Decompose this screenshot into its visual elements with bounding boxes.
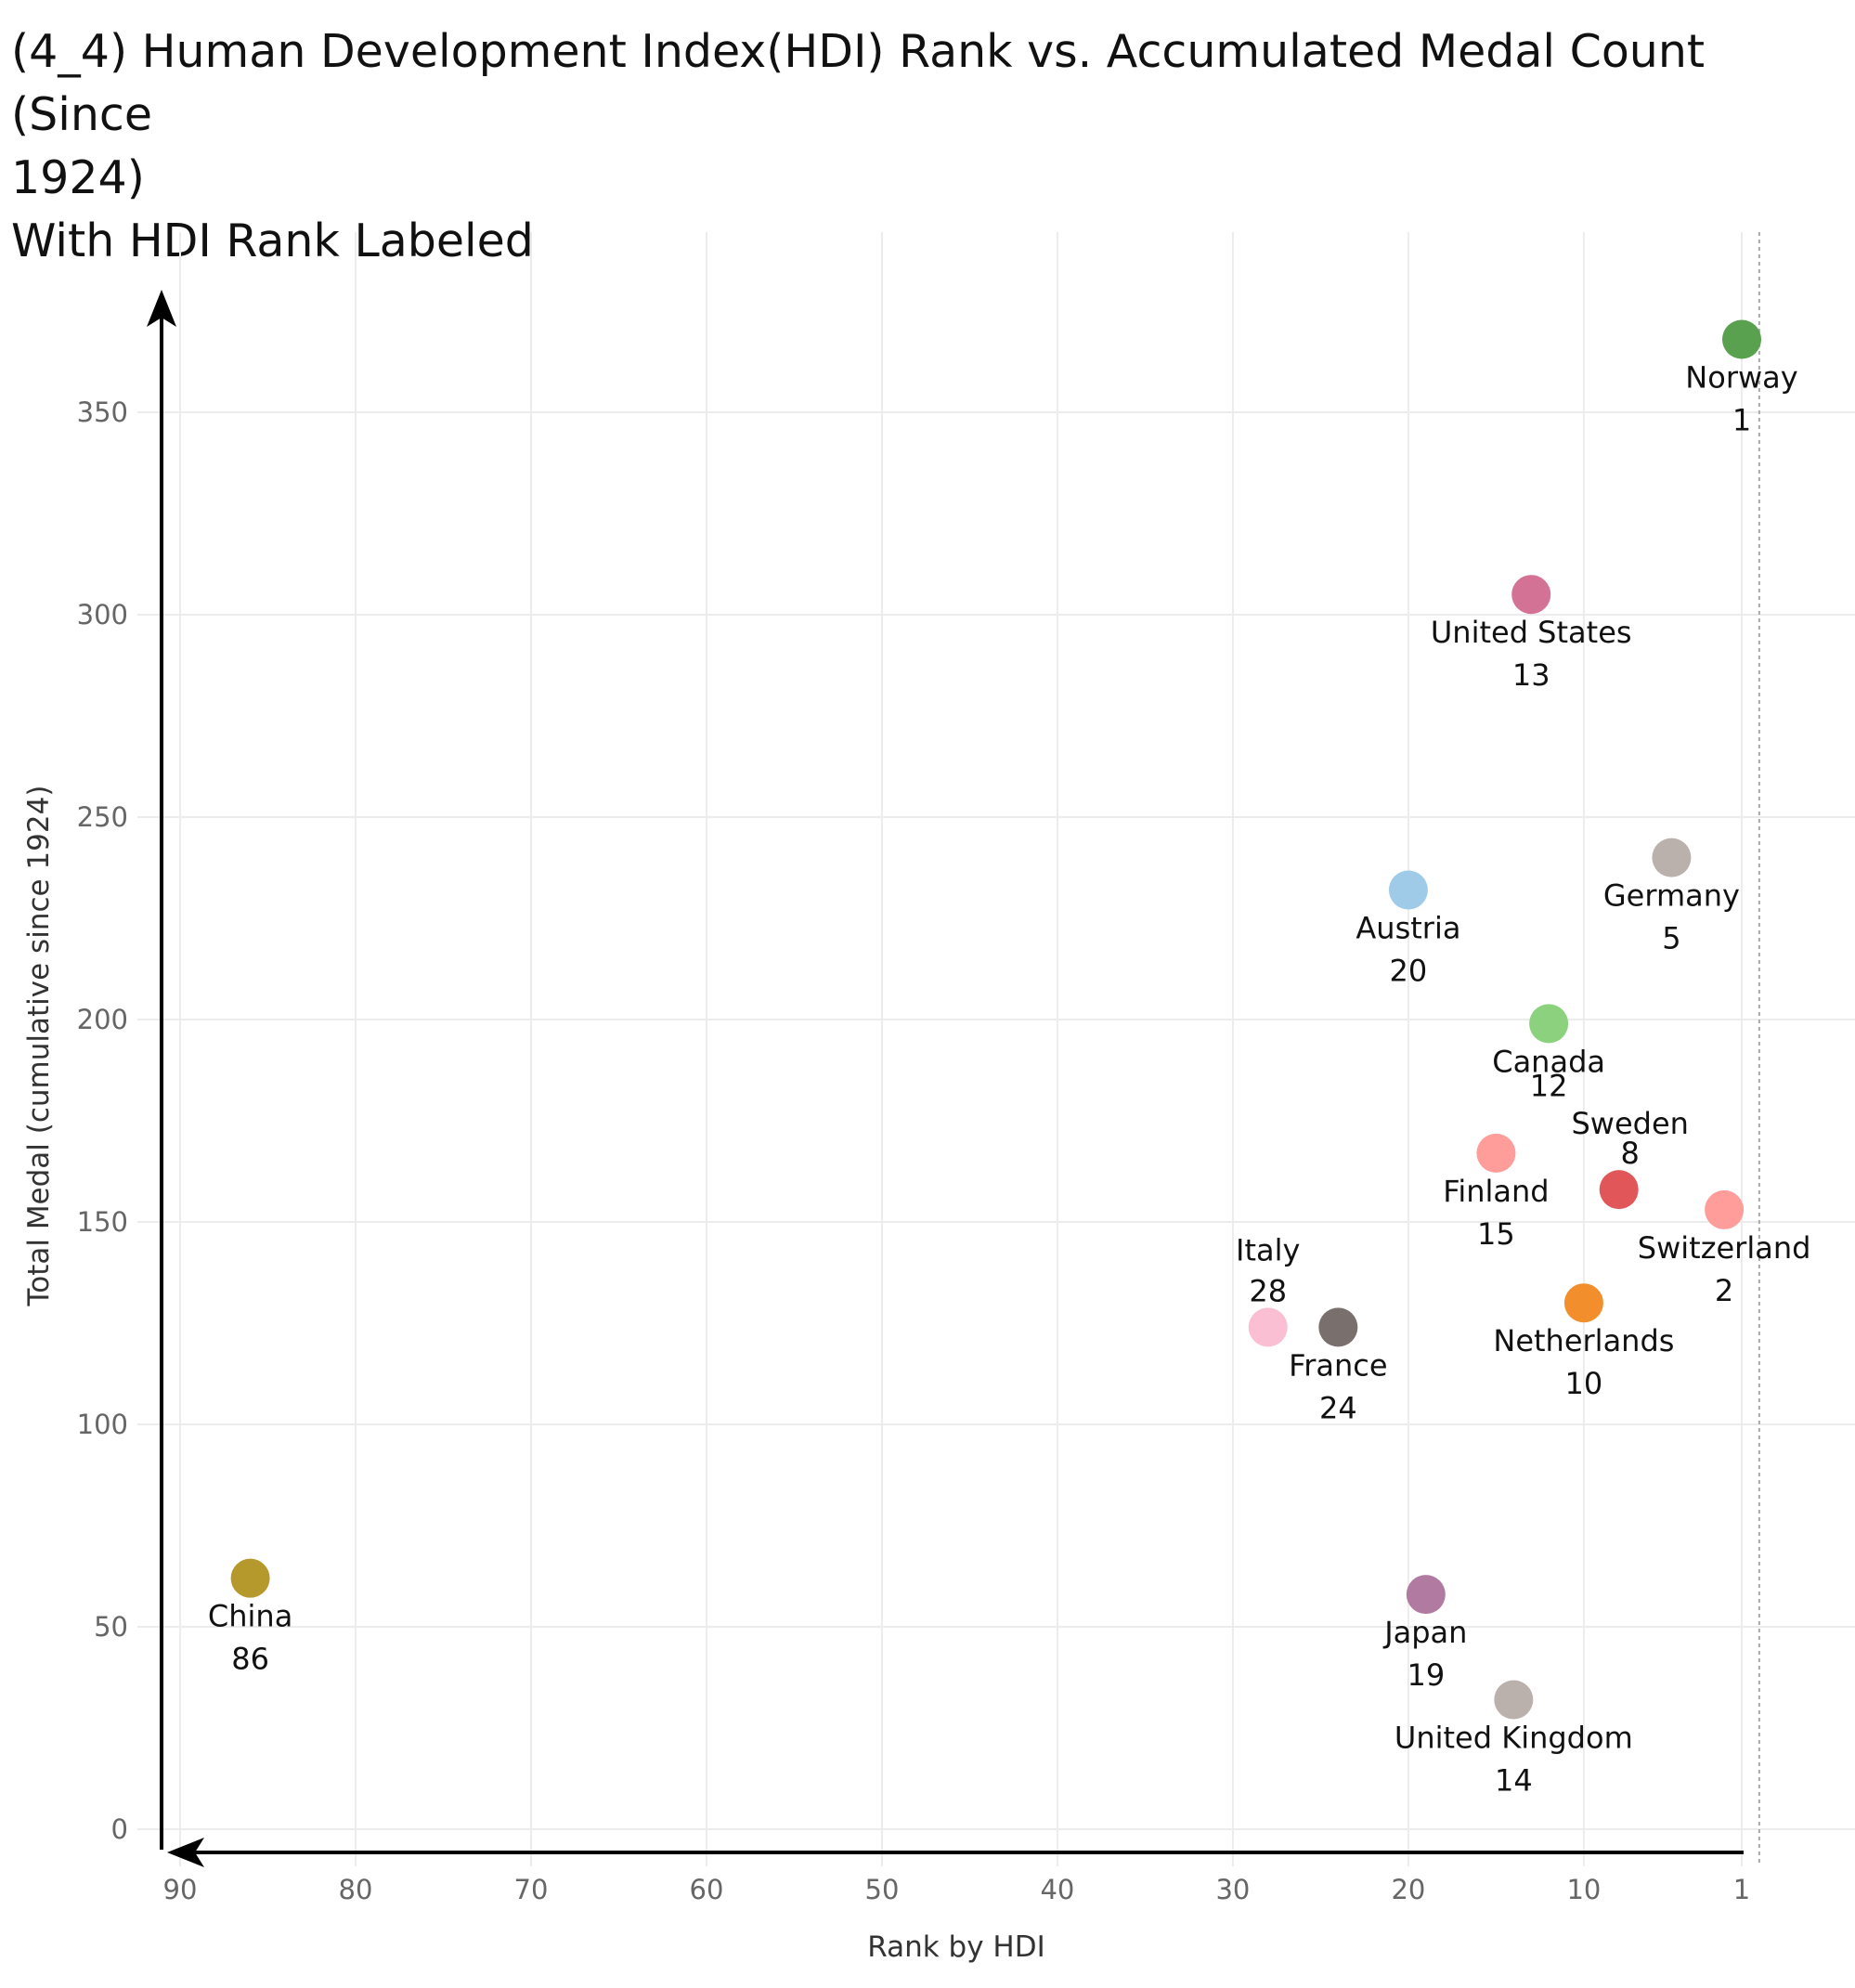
chart-title-line-2: 1924) [11,151,145,204]
chart-title-line-3: With HDI Rank Labeled [11,214,534,267]
point-labels: Norway 1 United States 13 Germany 5 Austria 20 C… [208,360,1811,1799]
y-tick-label: 50 [94,1611,128,1643]
data-points [230,319,1761,1720]
data-point-japan [1406,1575,1446,1615]
y-axis-arrow [147,290,176,327]
data-point-sweden [1599,1170,1639,1210]
point-country-label: Italy [1236,1232,1300,1267]
data-point-united-kingdom [1494,1680,1534,1720]
point-rank-label: 15 [1477,1216,1515,1252]
point-country-label: Switzerland [1638,1230,1811,1266]
y-tick-label: 150 [77,1206,128,1238]
y-axis-label: Total Medal (cumulative since 1924) [22,786,56,1307]
axes [147,290,1744,1867]
grid-lines [137,232,1855,1866]
point-rank-label: 8 [1621,1136,1640,1171]
x-tick-label: 40 [1040,1874,1074,1905]
point-country-label: United Kingdom [1394,1720,1633,1755]
point-rank-label: 19 [1407,1657,1445,1693]
point-rank-label: 10 [1565,1366,1603,1401]
x-tick-label: 10 [1566,1874,1601,1905]
x-tick-label: 1 [1733,1874,1750,1905]
y-tick-label: 0 [111,1813,128,1845]
x-tick-label: 60 [690,1874,724,1905]
chart-title: (4_4) Human Development Index(HDI) Rank … [11,20,1831,273]
point-rank-label: 28 [1249,1273,1287,1308]
x-tick-label: 20 [1391,1874,1425,1905]
data-point-finland [1476,1133,1516,1173]
point-country-label: Germany [1603,878,1740,914]
point-country-label: Japan [1382,1615,1467,1650]
point-rank-label: 5 [1662,921,1680,956]
point-rank-label: 14 [1495,1762,1533,1798]
x-tick-label: 90 [163,1874,198,1905]
point-rank-label: 12 [1530,1068,1568,1103]
data-point-italy [1248,1307,1288,1347]
point-country-label: United States [1431,615,1632,650]
data-point-canada [1529,1004,1569,1044]
x-tick-label: 70 [514,1874,549,1905]
point-country-label: Canada [1492,1044,1605,1079]
x-axis-arrow [167,1838,204,1867]
data-point-france [1318,1307,1358,1347]
x-tick-label: 30 [1215,1874,1250,1905]
data-point-germany [1652,838,1692,877]
y-tick-label: 100 [77,1409,128,1440]
data-point-china [230,1558,270,1598]
point-rank-label: 24 [1319,1390,1357,1425]
point-rank-label: 13 [1512,657,1550,693]
point-country-label: China [208,1599,292,1634]
data-point-austria [1388,870,1428,910]
point-country-label: Finland [1443,1174,1549,1209]
y-tick-label: 300 [77,599,128,630]
data-point-united-states [1511,575,1551,615]
data-point-switzerland [1705,1189,1745,1229]
y-tick-label: 200 [77,1004,128,1035]
point-rank-label: 20 [1390,953,1428,988]
y-tick-label: 350 [77,396,128,428]
point-rank-label: 2 [1715,1273,1733,1308]
point-country-label: Netherlands [1493,1323,1674,1358]
y-tick-label: 250 [77,801,128,833]
point-country-label: Austria [1356,910,1460,945]
data-point-norway [1722,319,1761,359]
point-rank-label: 1 [1732,403,1751,438]
x-tick-label: 80 [339,1874,373,1905]
chart-title-line-1: (4_4) Human Development Index(HDI) Rank … [11,25,1706,141]
x-axis-label: Rank by HDI [867,1930,1045,1964]
point-country-label: Norway [1685,360,1797,396]
point-country-label: Sweden [1571,1106,1688,1141]
data-point-netherlands [1563,1283,1603,1323]
point-country-label: France [1289,1347,1387,1383]
point-rank-label: 86 [231,1642,269,1677]
x-tick-label: 50 [865,1874,900,1905]
